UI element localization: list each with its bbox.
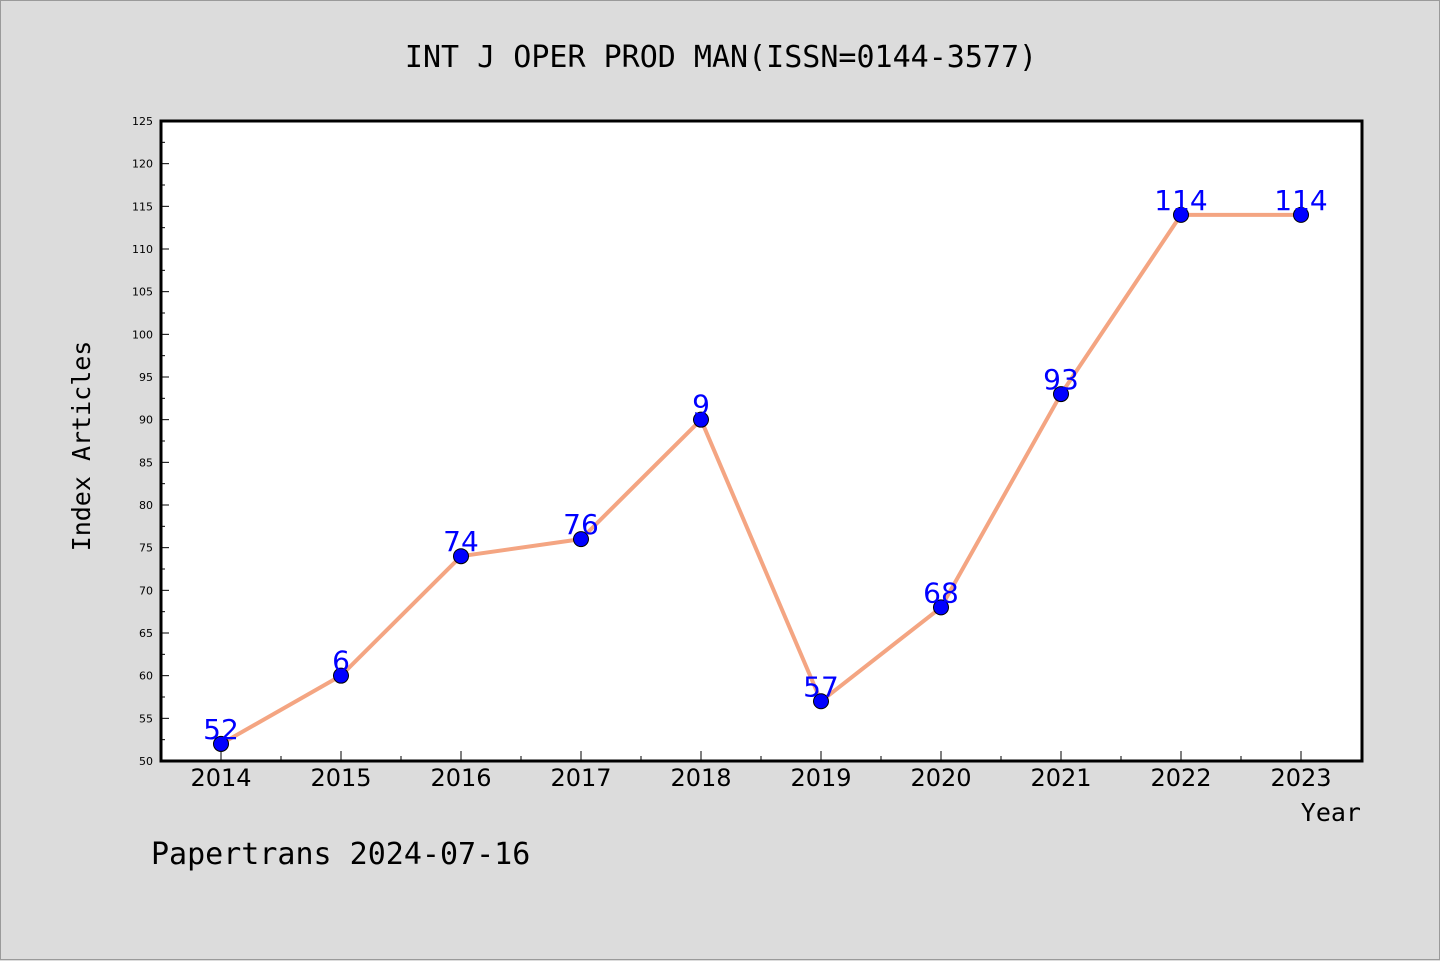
y-tick-label: 60: [139, 670, 153, 683]
data-point-marker: [693, 411, 709, 428]
data-point-marker: [933, 599, 949, 616]
y-tick-label: 70: [139, 584, 153, 597]
x-tick-label: 2017: [550, 764, 611, 792]
data-label: 76: [563, 508, 599, 541]
data-point-marker: [453, 548, 469, 565]
y-tick-label: 115: [132, 200, 153, 213]
y-tick-label: 55: [139, 712, 153, 725]
y-tick-label: 125: [132, 115, 153, 128]
y-axis-title: Index Articles: [67, 341, 96, 552]
x-axis-ticks: 2014 2015 2016 2017 2018 2019 2020 2021 2022 2023: [190, 751, 1332, 792]
footer-date-stamp: Papertrans 2024-07-16: [151, 837, 530, 872]
y-tick-label: 95: [139, 371, 153, 384]
x-axis-title: Year: [1301, 798, 1361, 827]
data-label: 6: [332, 645, 350, 678]
y-tick-label: 100: [132, 328, 153, 341]
y-tick-label: 105: [132, 286, 153, 299]
x-tick-label: 2023: [1270, 764, 1331, 792]
data-label: 68: [923, 576, 959, 609]
y-tick-label: 110: [132, 243, 153, 256]
series-group: [213, 206, 1309, 752]
y-tick-label: 65: [139, 627, 153, 640]
data-point-marker: [333, 667, 349, 684]
y-tick-label: 50: [139, 755, 153, 768]
x-tick-label: 2021: [1030, 764, 1091, 792]
data-point-marker: [573, 531, 589, 548]
data-point-marker: [1173, 206, 1189, 223]
data-label: 57: [803, 670, 839, 703]
data-label: 52: [203, 713, 239, 746]
x-tick-label: 2018: [670, 764, 731, 792]
x-tick-label: 2020: [910, 764, 971, 792]
data-label: 9: [692, 389, 710, 422]
y-tick-label: 90: [139, 414, 153, 427]
data-label: 93: [1043, 363, 1079, 396]
y-tick-label: 120: [132, 158, 153, 171]
x-tick-label: 2016: [430, 764, 491, 792]
series-line: [220, 212, 1301, 746]
data-label: 114: [1154, 184, 1207, 217]
y-tick-label: 85: [139, 456, 153, 469]
x-tick-label: 2019: [790, 764, 851, 792]
x-tick-label: 2022: [1150, 764, 1211, 792]
x-tick-label: 2015: [310, 764, 371, 792]
data-point-marker: [213, 735, 229, 752]
y-tick-label: 75: [139, 542, 153, 555]
plot-border: [159, 119, 1364, 763]
x-tick-label: 2014: [190, 764, 251, 792]
data-labels-group: 52 6 74 76 9 57 68 93 114 114: [203, 184, 1328, 746]
data-point-marker: [813, 693, 829, 710]
data-point-marker: [1053, 386, 1069, 403]
y-tick-label: 80: [139, 499, 153, 512]
y-axis-ticks: 50 55 60 65 70 75 80 85 90 95 100 105 110 115 120 125: [132, 115, 169, 768]
chart-title: INT J OPER PROD MAN(ISSN=0144-3577): [405, 40, 1037, 75]
data-label: 114: [1274, 184, 1327, 217]
data-point-marker: [1293, 206, 1309, 223]
data-label: 74: [443, 525, 479, 558]
